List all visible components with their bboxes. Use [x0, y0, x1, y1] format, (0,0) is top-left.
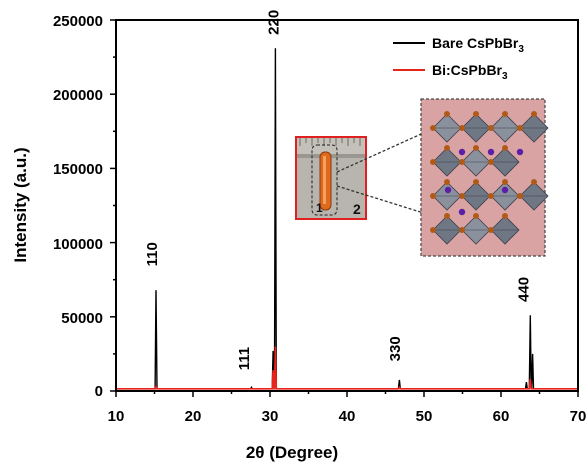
atom-br — [502, 145, 508, 151]
atom-br — [473, 213, 479, 219]
peak-label-110: 110 — [144, 242, 161, 266]
atom-br — [430, 159, 436, 165]
series-layer — [116, 48, 578, 390]
atom-cs — [516, 148, 524, 156]
peak-label-440: 440 — [516, 277, 533, 302]
atom-cs — [501, 186, 509, 194]
inset-photo-label: 1 — [316, 201, 323, 215]
atom-br — [473, 145, 479, 151]
series-line-bi-cspbbr3 — [116, 346, 578, 390]
atom-br — [459, 125, 465, 131]
atom-br — [444, 111, 450, 117]
x-tick-label: 10 — [108, 408, 125, 425]
x-tick-label: 20 — [185, 408, 202, 425]
atom-cs — [458, 148, 466, 156]
y-tick-label: 250000 — [53, 13, 103, 30]
y-tick-label: 100000 — [53, 236, 103, 253]
y-tick-label: 200000 — [53, 87, 103, 104]
inset-connector-arrows — [336, 129, 431, 216]
y-axis-title: Intensity (a.u.) — [11, 147, 30, 262]
legend-label-bi: Bi:CsPbBr3 — [432, 62, 508, 82]
atom-br — [473, 111, 479, 117]
y-tick-label: 150000 — [53, 161, 103, 178]
y-tick-labels: 0 50000 100000 150000 200000 250000 — [53, 13, 103, 400]
atom-br — [531, 179, 537, 185]
atom-br — [502, 179, 508, 185]
atom-br — [459, 159, 465, 165]
x-tick-label: 70 — [570, 408, 587, 425]
atom-br — [502, 111, 508, 117]
x-tick-label: 60 — [493, 408, 510, 425]
x-axis-title: 2θ (Degree) — [246, 443, 338, 462]
atom-br — [531, 111, 537, 117]
atom-br — [488, 125, 494, 131]
atom-br — [488, 159, 494, 165]
atom-cs — [458, 208, 466, 216]
atom-br — [517, 125, 523, 131]
inset-photo-label: 2 — [353, 201, 361, 217]
atom-br — [459, 227, 465, 233]
atom-br — [444, 145, 450, 151]
peak-label-220: 220 — [265, 10, 282, 35]
atom-br — [517, 193, 523, 199]
atom-br — [444, 213, 450, 219]
atom-br — [459, 193, 465, 199]
atom-br — [488, 193, 494, 199]
x-tick-label: 30 — [262, 408, 279, 425]
annotation-layer: 110 111 220 330 440 — [144, 10, 533, 370]
atom-cs — [444, 186, 452, 194]
atom-br — [488, 227, 494, 233]
legend-label-bare: Bare CsPbBr3 — [432, 35, 524, 55]
y-tick-label: 50000 — [61, 310, 103, 327]
atom-br — [444, 179, 450, 185]
x-tick-label: 50 — [416, 408, 433, 425]
atom-br — [430, 193, 436, 199]
legend: Bare CsPbBr3 Bi:CsPbBr3 — [393, 35, 524, 82]
atom-br — [430, 125, 436, 131]
tick-marks — [110, 19, 579, 397]
y-tick-label: 0 — [95, 383, 103, 400]
peak-label-330: 330 — [387, 336, 404, 361]
inset-crystal-structure — [420, 98, 549, 257]
peak-label-111: 111 — [236, 347, 253, 370]
x-tick-label: 40 — [339, 408, 356, 425]
atom-br — [473, 179, 479, 185]
atom-br — [502, 213, 508, 219]
x-tick-labels: 10 20 30 40 50 60 70 — [108, 408, 587, 425]
atom-br — [430, 227, 436, 233]
inset-vial-photo: 1 2 — [295, 136, 367, 220]
atom-cs — [487, 148, 495, 156]
